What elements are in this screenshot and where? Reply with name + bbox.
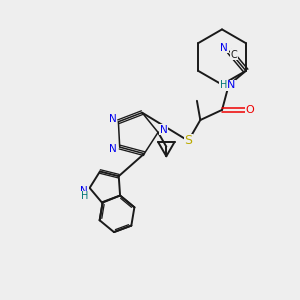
Text: H: H: [81, 191, 88, 201]
Text: N: N: [220, 43, 228, 53]
Text: N: N: [160, 125, 167, 135]
Text: N: N: [109, 144, 117, 154]
Text: C: C: [230, 50, 237, 60]
Text: O: O: [246, 105, 254, 115]
Text: N: N: [109, 114, 117, 124]
Text: H: H: [220, 80, 227, 90]
Text: N: N: [80, 186, 88, 196]
Text: N: N: [227, 80, 236, 90]
Text: S: S: [184, 134, 192, 147]
